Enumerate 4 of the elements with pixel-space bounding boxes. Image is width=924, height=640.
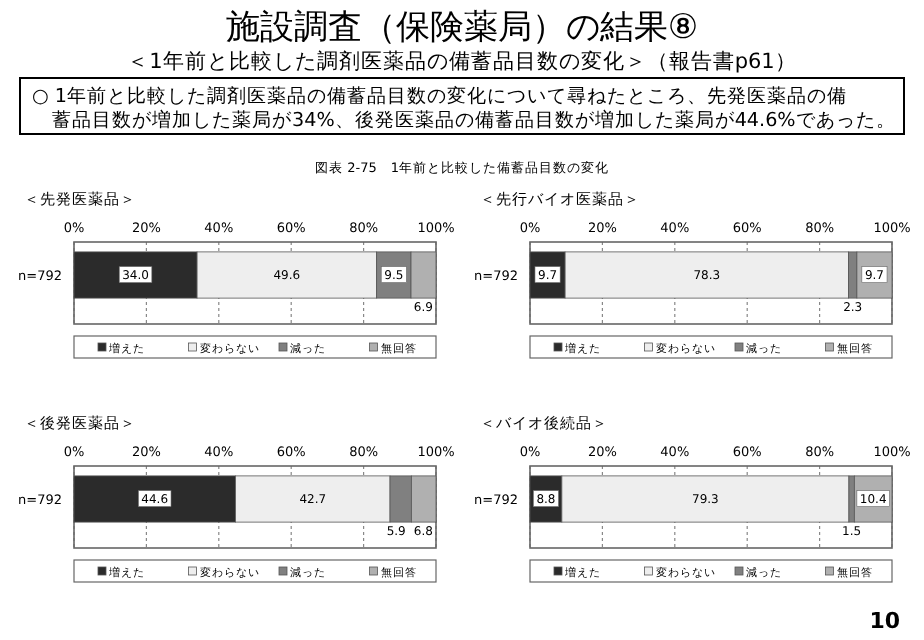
text: ○ 1年前と比較した調剤医薬品の備蓄品目数の変化について尋ねたところ、先発医薬品の備蓄品目数が増加した薬局が34%、後発医薬品の備蓄品目数が増加した薬局が44.6%であった。 <box>32 84 896 132</box>
text: 施設調査（保険薬局）の結果⑧ <box>225 8 699 48</box>
text: 10 <box>869 608 901 634</box>
text: ＜1年前と比較した調剤医薬品の備蓄品目数の変化＞（報告書p61） <box>127 48 797 74</box>
